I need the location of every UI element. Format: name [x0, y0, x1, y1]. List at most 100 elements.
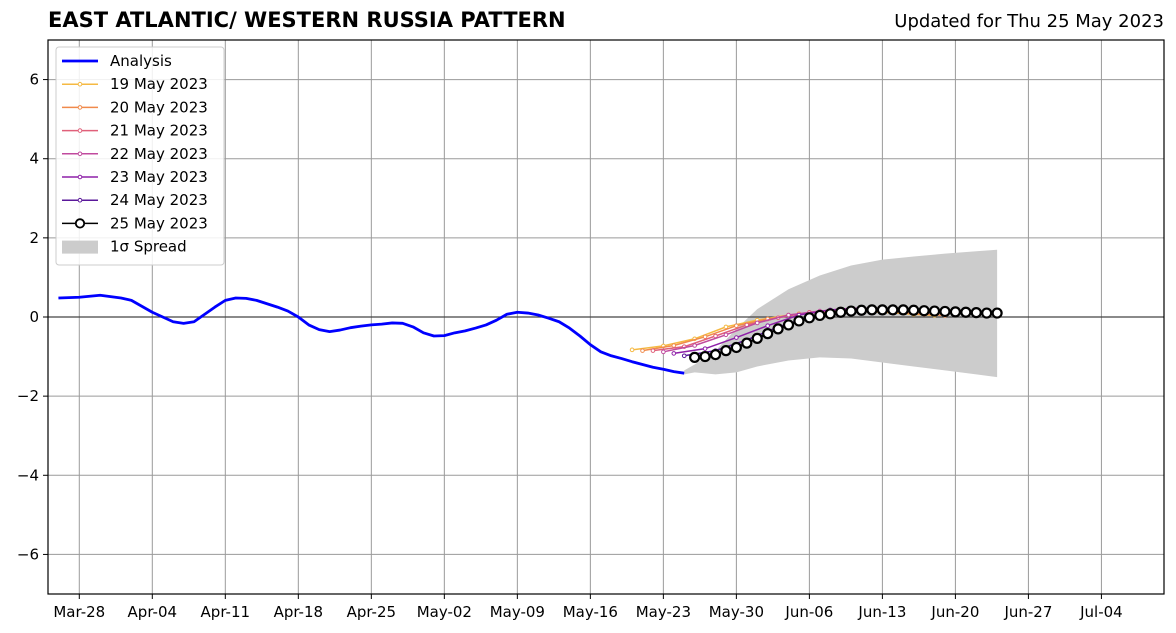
forecast-point [845, 305, 857, 317]
x-tick-label: Mar-28 [53, 603, 105, 621]
legend-label: 24 May 2023 [110, 191, 208, 209]
x-tick-label: Jul-04 [1079, 603, 1123, 621]
chart-title: EAST ATLANTIC/ WESTERN RUSSIA PATTERN [48, 8, 566, 32]
x-tick-label: Apr-18 [274, 603, 324, 621]
legend-item: 22 May 2023 [62, 145, 208, 163]
legend-marker [77, 197, 83, 203]
legend-item: 21 May 2023 [62, 122, 208, 140]
legend-item: Analysis [62, 52, 172, 70]
x-tick-label: Jun-06 [784, 603, 833, 621]
forecast-point [650, 348, 656, 353]
forecast-point [720, 345, 732, 357]
forecast-point [709, 348, 722, 361]
forecast-point [629, 347, 635, 353]
legend-label: 20 May 2023 [110, 98, 208, 116]
x-tick-label: May-09 [490, 603, 545, 621]
forecast-point [949, 306, 962, 318]
y-tick-label: −4 [17, 466, 39, 484]
forecast-point [835, 306, 847, 318]
forecast-point [671, 351, 677, 356]
forecast-point [866, 304, 878, 316]
forecast-point [723, 324, 729, 330]
forecast-point [681, 353, 687, 359]
forecast-point [814, 309, 826, 322]
legend-marker [74, 218, 86, 229]
forecast-point [702, 346, 708, 351]
forecast-point [741, 337, 753, 349]
x-tick-label: May-02 [417, 603, 472, 621]
x-tick-label: Jun-13 [857, 603, 906, 621]
y-tick-label: 2 [29, 229, 39, 247]
x-tick-label: May-23 [636, 603, 691, 621]
forecast-point [876, 304, 888, 316]
y-tick-label: −6 [17, 545, 39, 563]
legend-marker [77, 81, 83, 87]
analysis-line [58, 293, 685, 375]
legend-item: 20 May 2023 [62, 98, 208, 116]
tick-layer: Mar-28 Apr-04 Apr-11 Apr-18 Apr-25 May-02 May-… [17, 71, 1123, 621]
x-tick-label: Apr-04 [128, 603, 178, 621]
legend-item: 25 May 2023 [62, 214, 208, 232]
forecast-point [908, 304, 920, 316]
legend-label: 1σ Spread [110, 238, 187, 256]
forecast-point [762, 328, 774, 340]
y-tick-label: 0 [29, 308, 39, 326]
x-tick-label: Apr-25 [347, 603, 397, 621]
forecast-point [855, 304, 868, 316]
legend: Analysis 19 May 2023 20 May 2023 21 May 202… [55, 46, 225, 266]
forecast-point [702, 334, 708, 340]
legend-box [55, 46, 225, 266]
forecast-point [692, 343, 697, 348]
forecast-point [793, 315, 805, 327]
analysis-layer [58, 293, 685, 375]
legend-label: 25 May 2023 [110, 214, 208, 232]
forecast-point [734, 335, 739, 340]
forecast-point [824, 308, 836, 320]
forecast-point [887, 304, 899, 316]
legend-label: 19 May 2023 [110, 75, 208, 93]
x-tick-label: Apr-11 [201, 603, 251, 621]
forecast-point [661, 349, 666, 355]
forecast-point [918, 305, 930, 317]
legend-label: Analysis [110, 52, 172, 70]
forecast-point [991, 307, 1003, 319]
forecast-point [803, 312, 815, 324]
legend-marker [77, 151, 83, 157]
forecast-point [730, 341, 742, 354]
legend-item: 19 May 2023 [62, 75, 208, 93]
legend-label: 21 May 2023 [110, 122, 208, 140]
legend-marker [77, 174, 83, 180]
forecast-layer [629, 304, 1003, 363]
forecast-point [754, 320, 760, 326]
forecast-point [699, 350, 711, 363]
forecast-point [786, 312, 791, 318]
forecast-point [970, 307, 982, 319]
forecast-point [897, 304, 909, 316]
forecast-point [765, 323, 770, 329]
legend-marker [77, 105, 83, 110]
forecast-point [689, 351, 701, 363]
forecast-point [981, 307, 993, 319]
legend-item: 23 May 2023 [62, 168, 208, 186]
legend-swatch [62, 240, 98, 254]
legend-label: 22 May 2023 [110, 145, 208, 163]
x-tick-label: May-30 [709, 603, 764, 621]
forecast-point [782, 319, 795, 331]
legend-item: 1σ Spread [62, 238, 187, 256]
legend-label: 23 May 2023 [110, 168, 208, 186]
forecast-point [671, 343, 677, 348]
x-tick-label: Jun-27 [1003, 603, 1052, 621]
x-tick-label: Jun-20 [930, 603, 979, 621]
legend-item: 24 May 2023 [62, 191, 208, 209]
forecast-point [640, 348, 645, 353]
forecast-point [772, 323, 784, 335]
y-tick-label: −2 [17, 387, 39, 405]
x-tick-label: May-16 [563, 603, 618, 621]
forecast-point [734, 323, 739, 329]
forecast-point [723, 332, 729, 338]
forecast-point [751, 332, 763, 344]
y-tick-label: 4 [29, 150, 39, 168]
legend-marker [77, 128, 83, 133]
chart-subtitle: Updated for Thu 25 May 2023 [894, 11, 1164, 32]
